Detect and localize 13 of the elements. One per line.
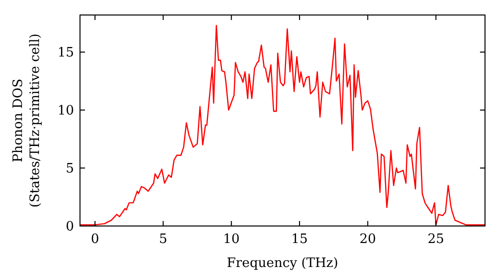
y-tick-label: 10 (57, 104, 74, 119)
x-tick-label: 15 (291, 232, 308, 247)
x-axis-title: Frequency (THz) (226, 256, 338, 271)
y-axis-title: Phonon DOS (States/THz·primitive cell) (11, 33, 43, 208)
x-tick-label: 10 (223, 232, 240, 247)
y-tick-label: 5 (66, 162, 74, 177)
y-tick-label: 15 (57, 46, 74, 61)
x-tick-label: 5 (159, 232, 168, 247)
x-tick-label: 25 (428, 232, 444, 247)
line-series (80, 24, 485, 226)
x-tick-label: 0 (90, 232, 100, 247)
x-tick-label: 20 (359, 232, 376, 247)
y-tick-label: 0 (66, 220, 74, 234)
